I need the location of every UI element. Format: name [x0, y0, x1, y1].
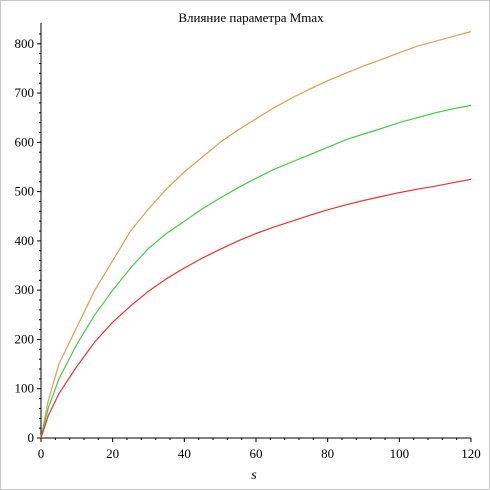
x-tick-label: 60 — [250, 446, 263, 461]
x-tick-label: 80 — [321, 446, 334, 461]
y-tick-label: 400 — [15, 233, 35, 248]
y-tick-label: 500 — [15, 184, 35, 199]
x-axis-label: s — [251, 468, 257, 483]
x-tick-label: 40 — [178, 446, 191, 461]
series-line-1 — [40, 30, 472, 439]
x-tick-label: 0 — [38, 446, 45, 461]
chart-title: Влияние параметра Mmax — [178, 10, 324, 25]
x-tick-label: 100 — [390, 446, 410, 461]
series-line-2 — [40, 104, 472, 439]
x-tick-label: 120 — [461, 446, 481, 461]
series-line-3 — [40, 178, 472, 439]
y-tick-label: 200 — [15, 331, 35, 346]
x-tick-label: 20 — [106, 446, 119, 461]
y-tick-label: 700 — [15, 85, 35, 100]
y-tick-label: 100 — [15, 381, 35, 396]
y-tick-label: 600 — [15, 134, 35, 149]
y-tick-label: 300 — [15, 282, 35, 297]
y-tick-label: 800 — [15, 36, 35, 51]
y-tick-label: 0 — [28, 430, 35, 445]
